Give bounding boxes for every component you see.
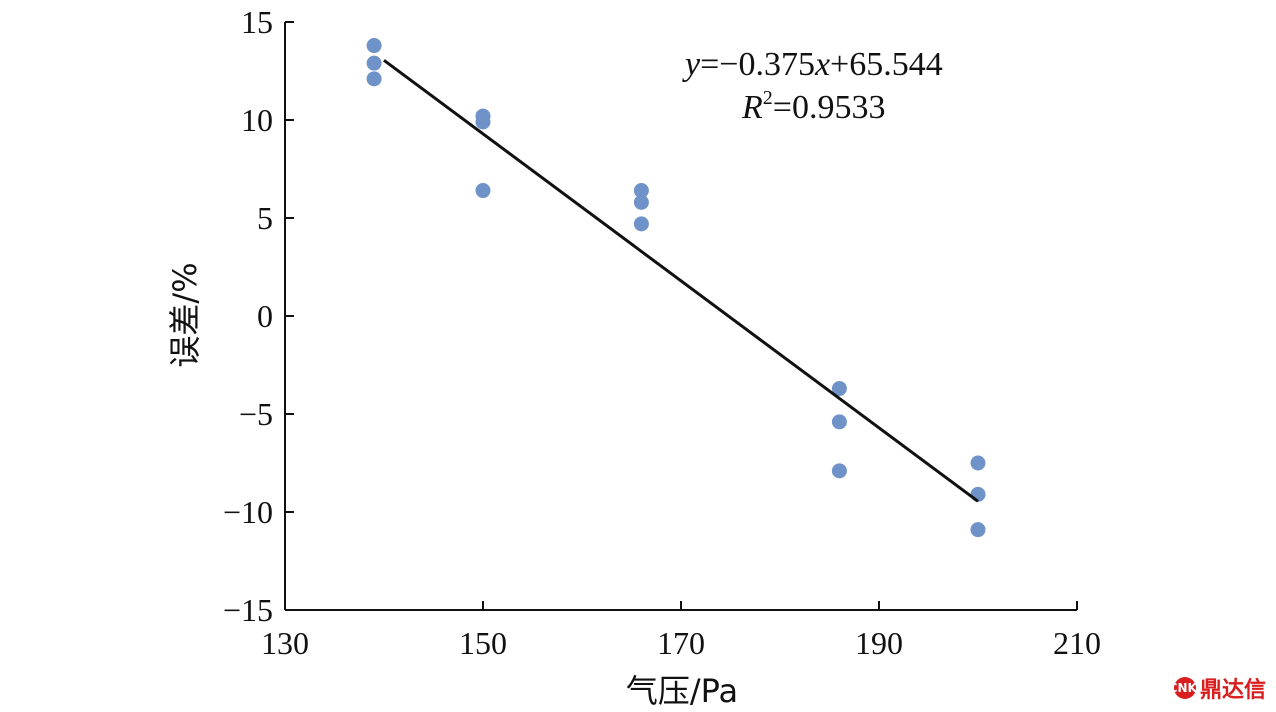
data-point [366,71,382,87]
data-point [475,114,491,130]
cnki-logo-icon: CNKI [1169,677,1201,699]
data-point [633,194,649,210]
data-point [970,522,986,538]
regression-equation: y=−0.375x+65.544 [682,46,943,83]
watermark-text: 鼎达信 [1199,678,1266,703]
y-axis-ticks: 15 10 5 0 −5 −10 −15 [223,4,294,628]
data-point [475,183,491,199]
x-tick-label: 210 [1053,625,1101,661]
y-tick-label: −15 [223,592,273,628]
x-tick-label: 190 [855,625,903,661]
data-point [970,455,986,471]
data-point [366,38,382,54]
data-point [633,216,649,232]
x-tick-label: 130 [261,625,309,661]
watermark-logo: CNKI 鼎达信 [1169,672,1266,704]
data-point [831,414,847,430]
x-tick-label: 170 [657,625,705,661]
y-tick-label: −10 [223,494,273,530]
data-point [366,55,382,71]
data-point [831,463,847,479]
data-point [633,183,649,199]
y-axis-title: 误差/% [166,262,204,367]
y-tick-label: −5 [239,396,273,432]
x-axis-ticks: 130 150 170 190 210 [261,601,1101,661]
y-tick-label: 0 [257,298,273,334]
y-tick-label: 15 [241,4,273,40]
data-point [831,381,847,397]
data-points [366,38,986,538]
regression-line [383,59,979,503]
x-tick-label: 150 [459,625,507,661]
r-squared-label: R2=0.9533 [741,87,885,126]
y-tick-label: 10 [241,102,273,138]
x-axis-title: 气压/Pa [626,672,738,710]
y-tick-label: 5 [257,200,273,236]
